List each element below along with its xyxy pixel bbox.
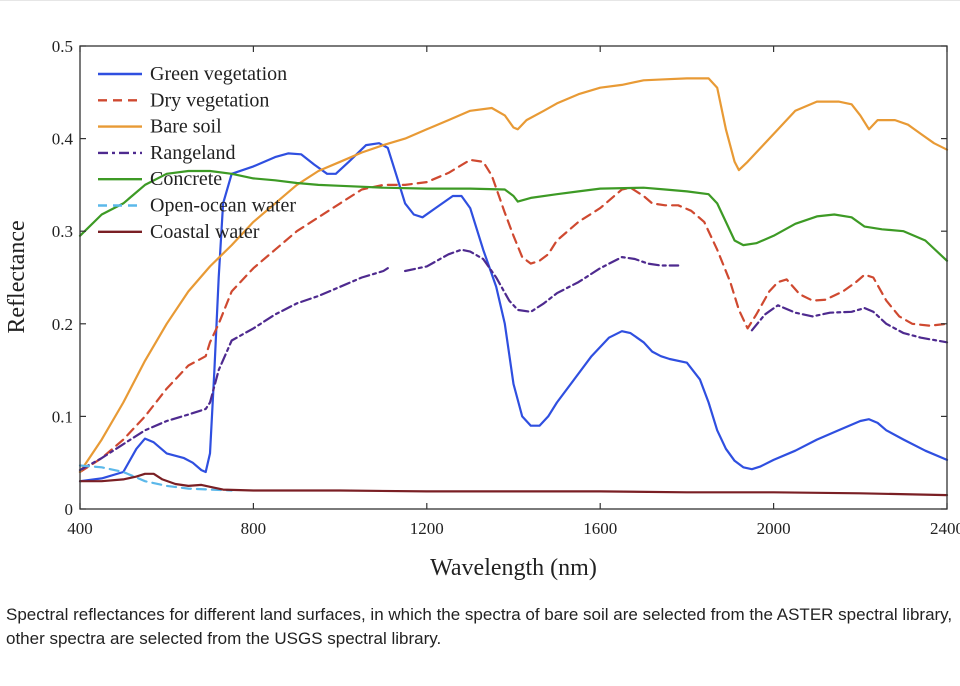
legend-label-rangeland: Rangeland: [150, 142, 236, 164]
top-divider: [0, 0, 960, 1]
legend-label-concrete: Concrete: [150, 168, 222, 190]
x-tick-label: 1200: [410, 519, 444, 538]
x-axis-title: Wavelength (nm): [430, 555, 597, 581]
x-tick-label: 2400: [930, 519, 960, 538]
legend-label-green-vegetation: Green vegetation: [150, 63, 287, 85]
y-tick-label: 0: [65, 500, 74, 519]
y-tick-label: 0.5: [52, 37, 73, 56]
x-tick-label: 800: [241, 519, 267, 538]
plot-frame: [79, 45, 948, 510]
x-tick-label: 1600: [583, 519, 617, 538]
series-line-rangeland-3: [78, 267, 389, 472]
series-line-rangeland-segment-5: [750, 304, 949, 344]
legend-label-coastal-water: Coastal water: [150, 221, 260, 243]
y-axis-title: Reflectance: [4, 220, 30, 333]
legend-label-open-ocean-water: Open-ocean water: [150, 195, 296, 217]
series-line-bare-soil-2: [78, 77, 949, 474]
figure-caption: Spectral reflectances for different land…: [6, 605, 953, 648]
ticks-layer: 400 800 1200 1600 2000 2400 0 0.1 0.2 0.3 0.4 0.5: [52, 37, 960, 538]
x-tick-label: 2000: [757, 519, 791, 538]
legend-label-bare-soil: Bare soil: [150, 116, 222, 138]
series-line-green-vegetation-0: [78, 142, 949, 483]
legend: Green vegetation Dry vegetation Bare soil R…: [98, 63, 296, 243]
legend-label-dry-vegetation: Dry vegetation: [150, 89, 269, 111]
y-tick-label: 0.4: [52, 130, 74, 149]
reflectance-chart: 400 800 1200 1600 2000 2400 0 0.1 0.2 0.3 0.4 0.5 W…: [4, 37, 960, 581]
y-tick-label: 0.1: [52, 407, 73, 426]
series-line-coastal-water-8: [78, 472, 949, 497]
series-line-open-ocean-water-7: [78, 464, 233, 492]
y-tick-label: 0.3: [52, 222, 73, 241]
series-layer: [78, 77, 949, 497]
y-tick-label: 0.2: [52, 315, 73, 334]
x-tick-label: 400: [67, 519, 93, 538]
series-line-concrete-6: [78, 169, 949, 262]
series-line-rangeland-segment-4: [404, 248, 680, 313]
series-line-dry-vegetation-1: [78, 158, 949, 474]
